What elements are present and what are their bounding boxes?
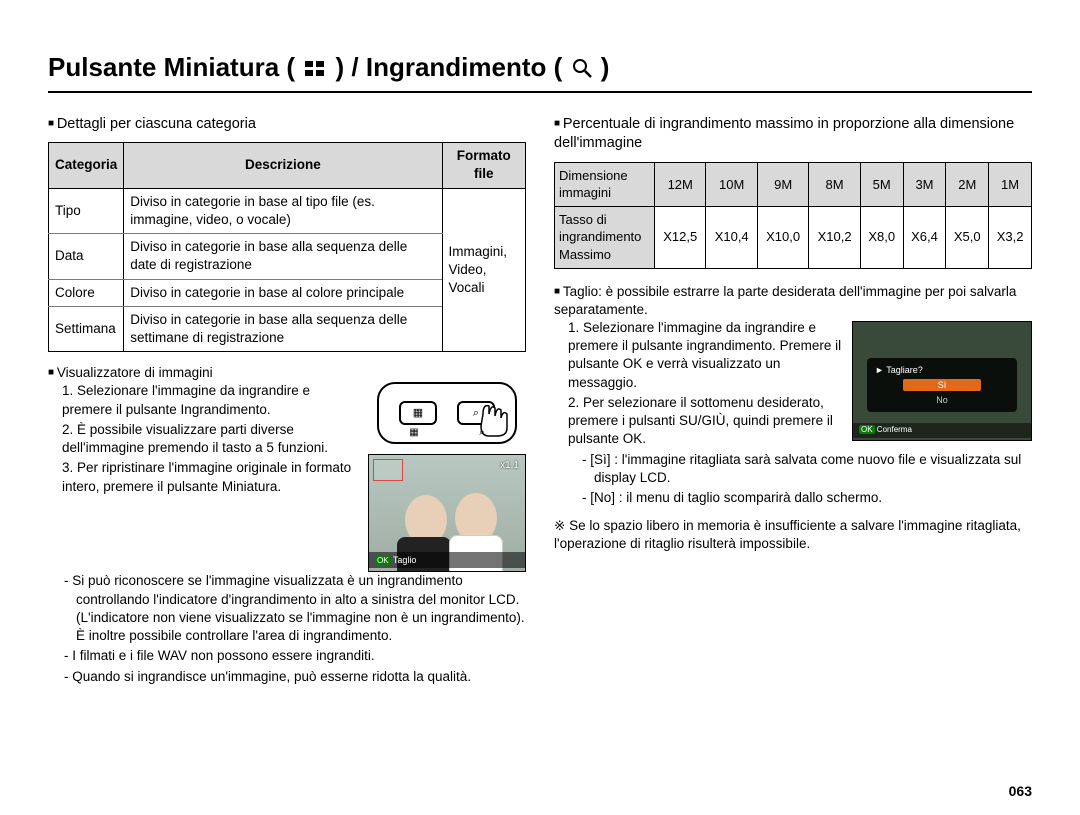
memory-note: Se lo spazio libero in memoria è insuffi… — [554, 517, 1032, 553]
crop-dialog-preview: ► Tagliare? Sì No OK Conferma — [852, 321, 1032, 441]
dialog-question: ► Tagliare? — [875, 364, 1009, 376]
page-number: 063 — [1009, 782, 1032, 801]
ratio-cell: X3,2 — [989, 206, 1032, 268]
zoom-row2-label: Tasso di ingrandimento Massimo — [555, 206, 655, 268]
cat-cell: Colore — [49, 279, 124, 306]
section-heading-categories: Dettagli per ciascuna categoria — [48, 115, 526, 135]
zoom-level: x1.1 — [500, 459, 519, 473]
zoom-table: Dimensione immagini 12M 10M 9M 8M 5M 3M … — [554, 162, 1032, 269]
taglio-si: - [Sì] : l'immagine ritagliata sarà salv… — [554, 451, 1032, 487]
zoom-indicator-icon — [373, 459, 403, 481]
viewer-note2: - I filmati e i file WAV non possono ess… — [48, 647, 526, 665]
desc-cell: Diviso in categorie in base alla sequenz… — [124, 306, 442, 351]
cat-cell: Data — [49, 234, 124, 279]
size-cell: 5M — [860, 162, 903, 206]
zoom-table-row-sizes: Dimensione immagini 12M 10M 9M 8M 5M 3M … — [555, 162, 1032, 206]
desc-cell: Diviso in categorie in base al tipo file… — [124, 188, 442, 233]
size-cell: 9M — [757, 162, 808, 206]
button-diagram: ▦ ⌕ ▦ ⌕ — [377, 382, 517, 444]
th-categoria: Categoria — [49, 143, 124, 188]
crop-dialog: ► Tagliare? Sì No — [867, 358, 1017, 412]
conferma-label: Conferma — [877, 425, 912, 434]
viewer-heading: Visualizzatore di immagini — [48, 364, 526, 382]
desc-cell: Diviso in categorie in base al colore pr… — [124, 279, 442, 306]
left-column: Dettagli per ciascuna categoria Categori… — [48, 111, 526, 688]
ratio-cell: X10,0 — [757, 206, 808, 268]
size-cell: 1M — [989, 162, 1032, 206]
taglio-label: Taglio — [393, 555, 417, 565]
page-title: Pulsante Miniatura ( ) / Ingrandimento (… — [48, 50, 1032, 93]
dialog-option-si: Sì — [903, 379, 981, 391]
size-cell: 10M — [706, 162, 757, 206]
diagram-mag-glyph: ⌕ — [479, 426, 485, 440]
formato-cell: Immagini, Video, Vocali — [442, 188, 525, 352]
size-cell: 8M — [809, 162, 860, 206]
ratio-cell: X10,4 — [706, 206, 757, 268]
th-descrizione: Descrizione — [124, 143, 442, 188]
ratio-cell: X5,0 — [946, 206, 989, 268]
cat-cell: Tipo — [49, 188, 124, 233]
title-suffix: ) — [601, 52, 610, 82]
cat-cell: Settimana — [49, 306, 124, 351]
title-prefix: Pulsante Miniatura ( — [48, 52, 295, 82]
magnify-icon — [572, 52, 592, 87]
th-formato: Formato file — [442, 143, 525, 188]
viewer-note3: - Quando si ingrandisce un'immagine, può… — [48, 668, 526, 686]
size-cell: 3M — [903, 162, 946, 206]
ratio-cell: X12,5 — [655, 206, 706, 268]
ratio-cell: X10,2 — [809, 206, 860, 268]
viewer-note1: - Si può riconoscere se l'immagine visua… — [48, 572, 526, 645]
section-heading-zoom: Percentuale di ingrandimento massimo in … — [554, 115, 1032, 154]
size-cell: 12M — [655, 162, 706, 206]
thumb-button-icon: ▦ — [399, 401, 437, 425]
dialog-option-no: No — [875, 394, 1009, 406]
confirm-bar: OK Conferma — [853, 423, 1031, 438]
title-mid: ) / Ingrandimento ( — [336, 52, 563, 82]
taglio-heading: Taglio: è possibile estrarre la parte de… — [554, 283, 1032, 319]
diagram-thumb-glyph: ▦ — [409, 426, 418, 440]
right-column: Percentuale di ingrandimento massimo in … — [554, 111, 1032, 688]
size-cell: 2M — [946, 162, 989, 206]
taglio-bar: OK Taglio — [369, 552, 525, 569]
taglio-no: - [No] : il menu di taglio scomparirà da… — [554, 489, 1032, 507]
ratio-cell: X8,0 — [860, 206, 903, 268]
ratio-cell: X6,4 — [903, 206, 946, 268]
thumbnail-icon — [304, 52, 326, 87]
zoom-row1-label: Dimensione immagini — [555, 162, 655, 206]
desc-cell: Diviso in categorie in base alla sequenz… — [124, 234, 442, 279]
category-table: Categoria Descrizione Formato file Tipo … — [48, 142, 526, 352]
sample-image-preview: x1.1 OK Taglio — [368, 454, 526, 572]
zoom-table-row-ratios: Tasso di ingrandimento Massimo X12,5 X10… — [555, 206, 1032, 268]
